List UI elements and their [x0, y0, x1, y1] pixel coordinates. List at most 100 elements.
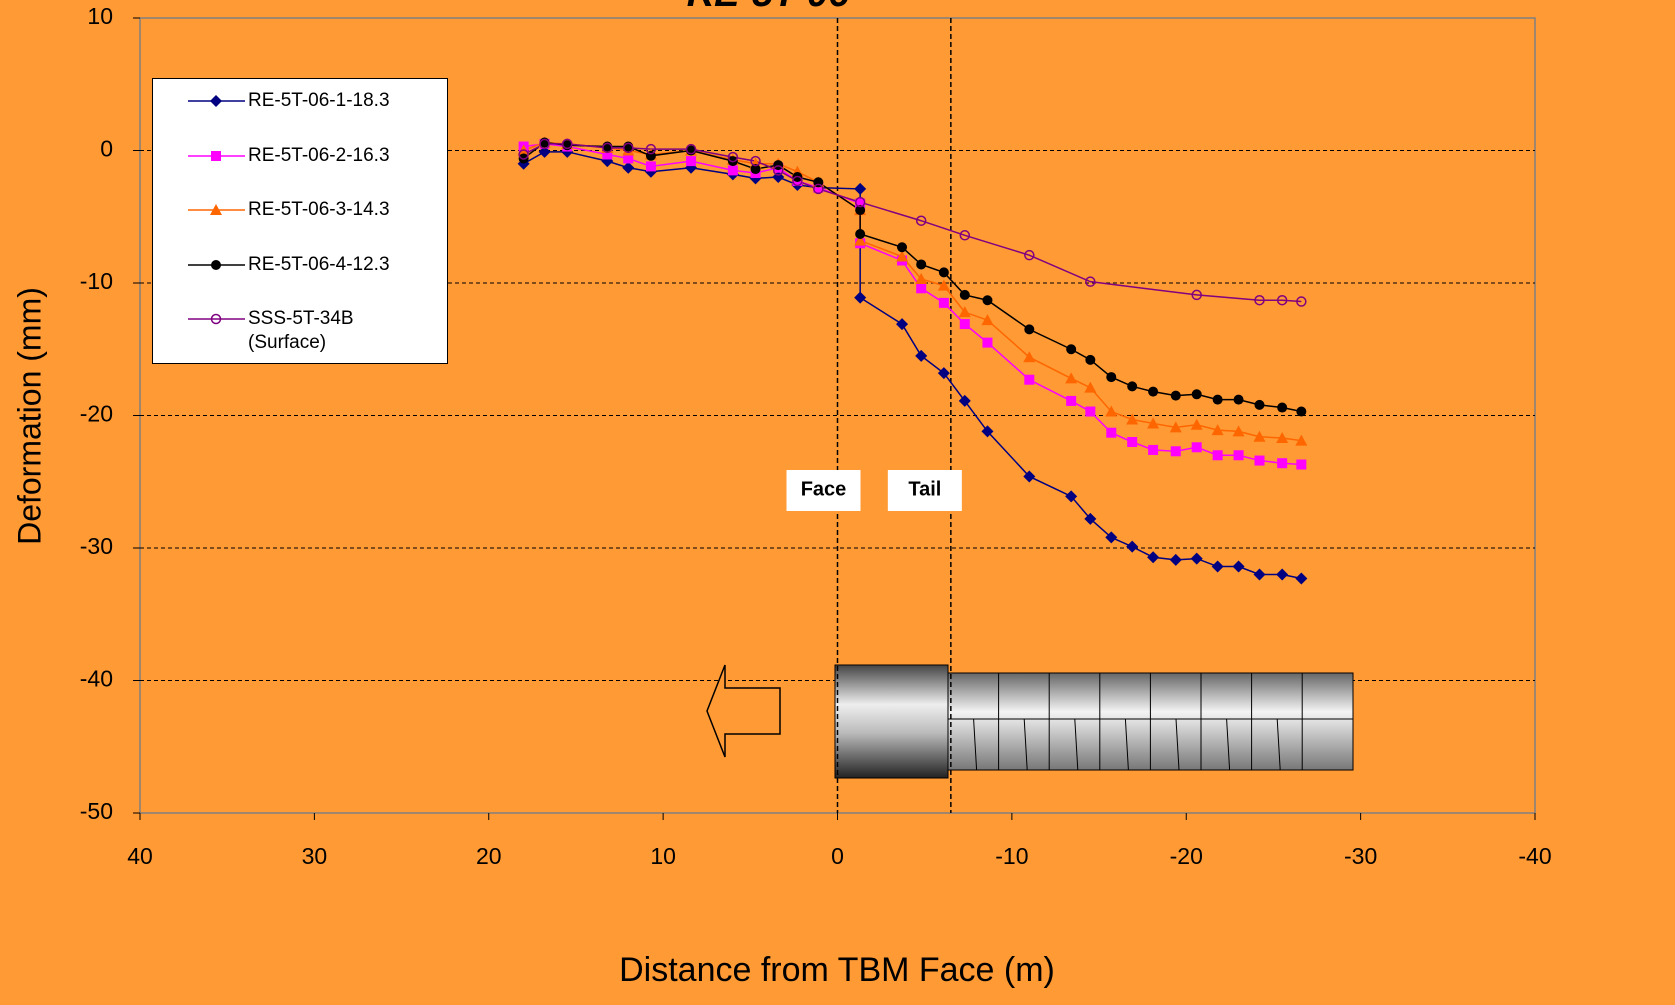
legend-marker — [210, 204, 222, 215]
data-point — [959, 230, 971, 241]
data-point — [1211, 424, 1224, 436]
legend-swatch — [188, 259, 245, 270]
x-tick-label: 0 — [831, 843, 844, 869]
data-point — [854, 182, 867, 195]
data-point — [981, 314, 994, 326]
data-point — [685, 143, 697, 155]
data-point — [1106, 372, 1117, 383]
data-point — [813, 183, 824, 195]
data-point — [792, 175, 803, 187]
data-point — [958, 306, 971, 318]
data-point — [1147, 417, 1160, 429]
data-point — [1232, 560, 1245, 573]
data-point — [855, 205, 866, 216]
y-tick-label: 10 — [87, 3, 113, 29]
lining-joint — [1023, 718, 1028, 771]
data-point — [1253, 568, 1266, 581]
data-point — [1024, 374, 1035, 385]
data-point — [1296, 406, 1307, 417]
data-point — [1212, 394, 1223, 405]
legend-label: RE-5T-06-1-18.3 — [248, 90, 390, 111]
legend-swatch — [188, 313, 245, 325]
tbm-illustration — [706, 664, 1354, 779]
legend-marker — [211, 259, 221, 270]
data-point — [1105, 531, 1118, 544]
x-tick-label: 20 — [476, 843, 502, 869]
data-point — [915, 349, 928, 362]
data-point — [915, 215, 927, 226]
data-point — [1066, 395, 1077, 406]
legend-swatch — [188, 150, 245, 161]
y-tick-label: -20 — [80, 401, 113, 427]
legend-label: SSS-5T-34B (Surface) — [248, 308, 354, 353]
data-point — [1127, 381, 1138, 392]
data-point — [539, 138, 550, 150]
data-point — [1023, 351, 1036, 363]
legend-label: RE-5T-06-4-12.3 — [248, 253, 390, 275]
data-point — [1106, 427, 1117, 438]
data-point — [1295, 434, 1308, 446]
data-point — [1254, 455, 1265, 466]
data-point — [602, 149, 613, 160]
tbm-shield — [834, 664, 949, 779]
data-point — [1066, 344, 1077, 355]
data-point — [1084, 512, 1097, 525]
data-point — [938, 267, 949, 278]
lining-joint — [1276, 718, 1281, 771]
x-tick-label: 30 — [302, 843, 328, 869]
x-tick-label: 40 — [127, 843, 153, 869]
data-point — [1233, 394, 1244, 405]
data-point — [1126, 540, 1139, 553]
data-point — [1190, 418, 1203, 430]
data-point — [1023, 470, 1036, 483]
data-point — [982, 295, 993, 306]
data-point — [1148, 444, 1159, 455]
legend-entry: RE-5T-06-4-12.3 — [153, 249, 447, 304]
annotation-box — [887, 470, 962, 511]
data-point — [813, 182, 824, 193]
data-point — [1126, 413, 1139, 425]
data-point — [1212, 450, 1223, 461]
y-tick-label: 0 — [100, 136, 113, 162]
lining-joint — [1074, 718, 1079, 771]
legend-entry: RE-5T-06-3-14.3 — [153, 194, 447, 249]
annotation-label: Tail — [908, 478, 941, 500]
data-point — [937, 367, 950, 380]
data-point — [1065, 490, 1078, 503]
data-point — [1105, 405, 1118, 417]
annotation-label: Face — [801, 478, 847, 500]
data-point — [1169, 421, 1182, 433]
data-point — [1085, 406, 1096, 417]
data-point — [727, 151, 739, 163]
data-point — [1295, 572, 1308, 585]
data-point — [1254, 294, 1265, 306]
data-point — [1211, 560, 1224, 573]
data-point — [916, 259, 927, 270]
data-point — [1253, 430, 1266, 442]
data-point — [1024, 249, 1035, 261]
data-point — [897, 242, 908, 253]
y-axis-label: Deformation (mm) — [11, 287, 47, 545]
legend-entry: RE-5T-06-1-18.3 — [153, 85, 447, 140]
legend-marker — [210, 313, 222, 325]
lining-joint — [1175, 718, 1180, 771]
lining-joint — [1226, 718, 1231, 771]
x-tick-label: -10 — [995, 843, 1028, 869]
annotation-box — [786, 470, 861, 511]
data-point — [1127, 437, 1138, 447]
y-tick-label: -10 — [80, 268, 113, 294]
data-point — [959, 289, 970, 300]
legend-marker — [210, 95, 222, 107]
data-point — [750, 155, 761, 167]
data-point — [1148, 386, 1159, 397]
data-point — [1276, 294, 1288, 306]
data-point — [1296, 296, 1307, 307]
data-point — [981, 425, 994, 438]
data-point — [623, 142, 634, 154]
data-point — [1170, 390, 1181, 401]
data-point — [1191, 442, 1202, 453]
legend-entry: SSS-5T-34B (Surface) — [153, 303, 447, 358]
legend-swatch — [188, 95, 245, 107]
lining-joint — [1124, 718, 1129, 771]
